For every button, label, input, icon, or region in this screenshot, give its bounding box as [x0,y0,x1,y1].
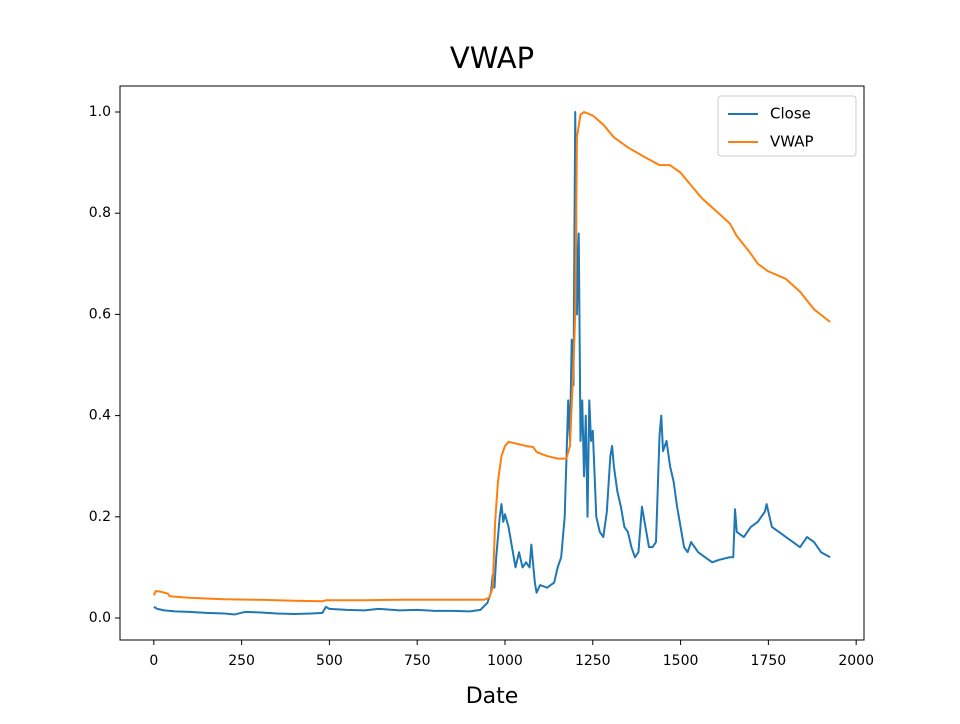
x-tick-label: 500 [316,653,343,669]
chart-title: VWAP [450,41,534,75]
legend-label: VWAP [770,133,814,151]
x-tick-label: 1750 [751,653,787,669]
x-tick-label: 1000 [487,653,523,669]
x-tick-label: 2000 [838,653,874,669]
y-tick-label: 0.4 [89,408,111,424]
x-tick-label: 0 [149,653,158,669]
x-tick-label: 1250 [575,653,611,669]
y-tick-label: 0.8 [89,205,111,221]
y-tick-label: 0.2 [89,509,111,525]
plot-frame [119,85,865,641]
line-series [152,111,831,603]
x-tick-label: 1500 [663,653,699,669]
x-axis-label: Date [466,684,519,709]
legend-label: Close [770,105,811,123]
x-tick-label: 250 [228,653,255,669]
y-tick-label: 0.0 [89,610,111,626]
y-tick-label: 1.0 [89,104,111,120]
y-tick-label: 0.6 [89,306,111,322]
line-series [153,111,831,616]
x-tick-label: 750 [404,653,431,669]
